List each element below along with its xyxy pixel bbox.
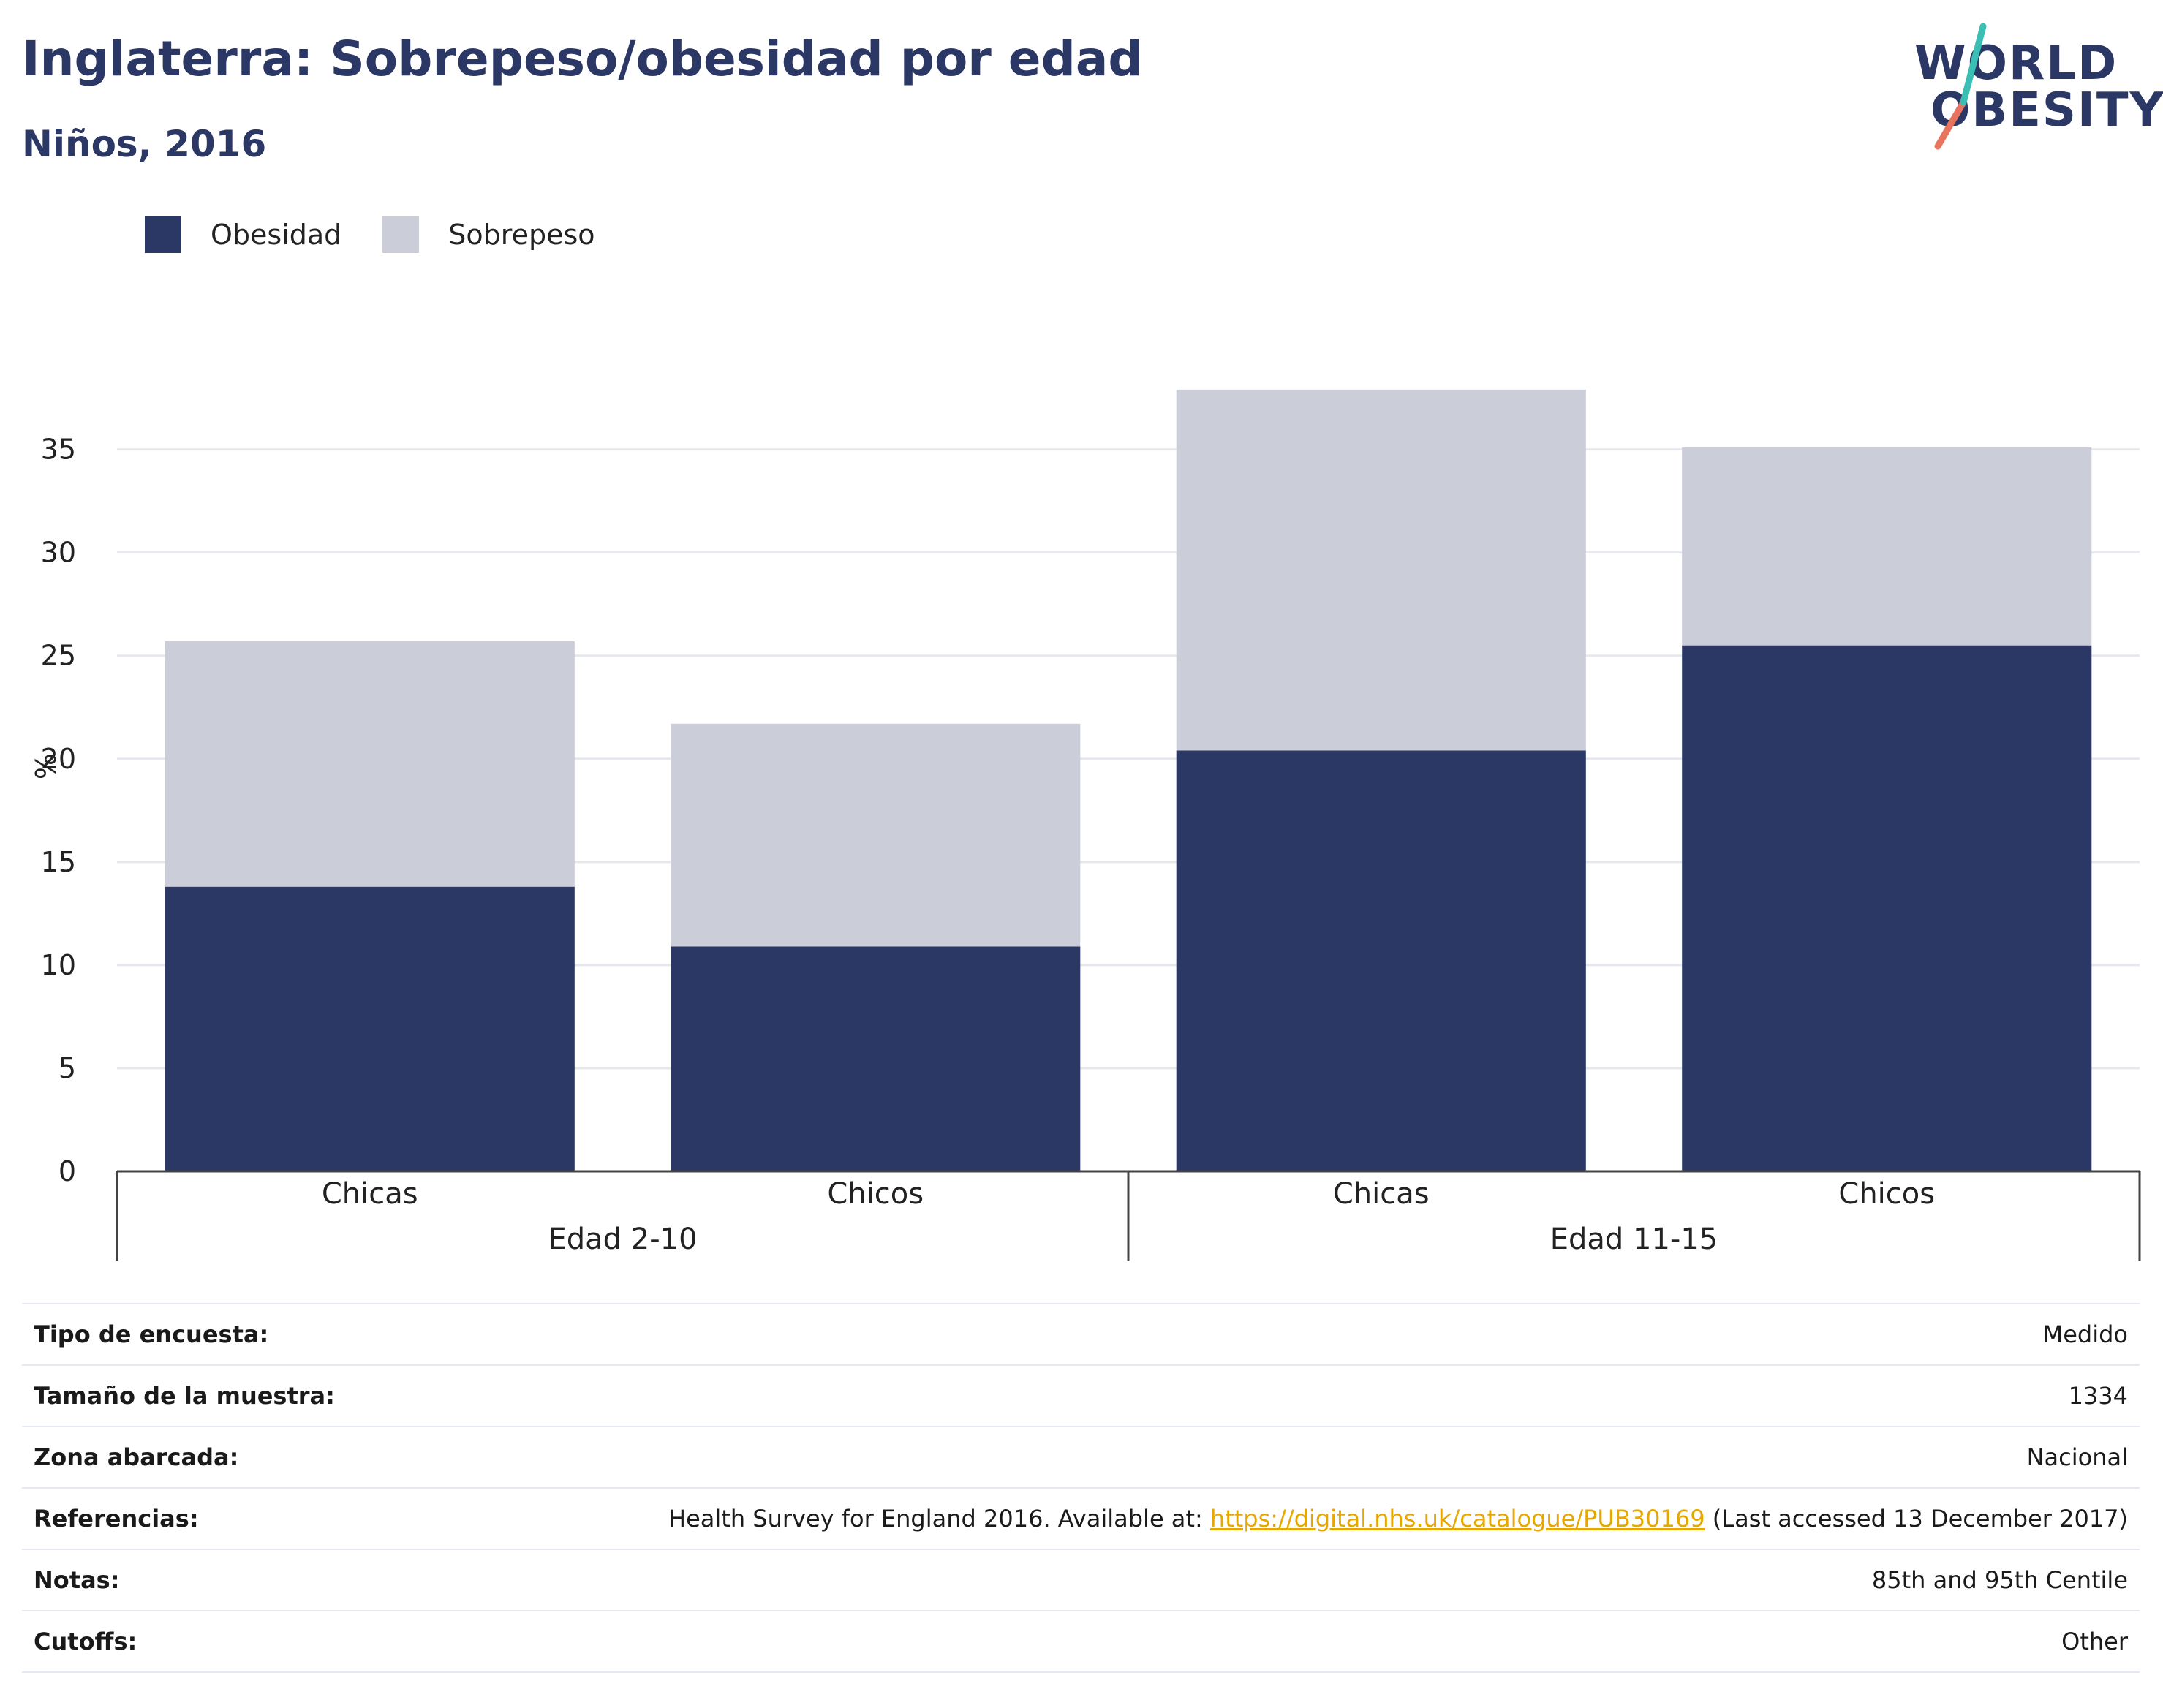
chart-legend: Obesidad Sobrepeso [145,216,636,253]
y-tick-label: 15 [41,846,76,878]
legend-label-sobrepeso: Sobrepeso [448,219,595,251]
table-value: Medido [2042,1320,2128,1348]
y-tick-label: 35 [41,434,76,466]
bar-chart: 0 5 10 15 20 25 30 35% Chicas Chicos Chicas Chicos E… [30,389,2141,1261]
metadata-table: Tipo de encuesta: Medido Tamaño de la mu… [22,1303,2140,1673]
table-row: Tipo de encuesta: Medido [22,1303,2140,1364]
bar-sobrepeso-0 [165,640,575,887]
logo-word-world: WORLD [1914,37,2118,91]
y-tick-label: 30 [41,537,76,569]
table-value: 85th and 95th Centile [1871,1566,2128,1594]
legend-swatch-sobrepeso [382,216,420,253]
table-row: Referencias: Health Survey for England 2… [22,1487,2140,1549]
y-tick-label: 20 [41,743,76,775]
table-key: Zona abarcada: [34,1443,239,1471]
table-key: Referencias: [34,1505,199,1533]
world-obesity-logo: WORLD OBESITY [1901,22,2163,154]
y-tick-label: 0 [58,1155,76,1187]
bar-sobrepeso-3 [1682,447,2092,646]
table-row: Notas: 85th and 95th Centile [22,1549,2140,1610]
x-tick-label: Chicas [322,1177,418,1211]
group-label: Edad 2-10 [548,1223,697,1256]
y-tick-label: 10 [41,949,76,981]
table-key: Cutoffs: [34,1628,137,1655]
chart-subtitle: Niños, 2016 [22,123,267,165]
table-row: Cutoffs: Other [22,1610,2140,1673]
table-row: Zona abarcada: Nacional [22,1426,2140,1487]
table-key: Notas: [34,1566,120,1594]
table-value: Nacional [2026,1443,2128,1471]
bar-obesidad-1 [671,946,1081,1171]
table-key: Tipo de encuesta: [34,1320,269,1348]
bar-obesidad-0 [165,886,575,1171]
y-tick-label: 5 [58,1052,76,1084]
x-tick-label: Chicos [827,1177,924,1211]
logo-slash-icon [1934,23,1987,150]
legend-label-obesidad: Obesidad [211,219,342,251]
table-row: Tamaño de la muestra: 1334 [22,1364,2140,1426]
bar-sobrepeso-2 [1176,389,1586,751]
chart-title: Inglaterra: Sobrepeso/obesidad por edad [22,31,1143,87]
bar-sobrepeso-1 [671,723,1081,947]
table-key: Tamaño de la muestra: [34,1382,335,1410]
table-value: Other [2061,1628,2128,1655]
reference-prefix: Health Survey for England 2016. Availabl… [668,1505,1210,1533]
table-value-reference: Health Survey for England 2016. Availabl… [668,1505,2140,1533]
y-tick-label: 25 [41,640,76,672]
legend-swatch-obesidad [145,216,181,253]
bar-obesidad-3 [1682,645,2092,1171]
legend-item-sobrepeso[interactable]: Sobrepeso [382,216,595,253]
x-tick-label: Chicas [1333,1177,1430,1211]
x-tick-label: Chicos [1838,1177,1935,1211]
table-value: 1334 [2068,1382,2128,1410]
group-label: Edad 11-15 [1550,1223,1718,1256]
y-axis-label: % [30,753,62,779]
bar-obesidad-2 [1176,750,1586,1171]
reference-suffix: (Last accessed 13 December 2017) [1705,1505,2128,1533]
legend-item-obesidad[interactable]: Obesidad [145,216,341,253]
reference-link[interactable]: https://digital.nhs.uk/catalogue/PUB3016… [1209,1505,1705,1533]
